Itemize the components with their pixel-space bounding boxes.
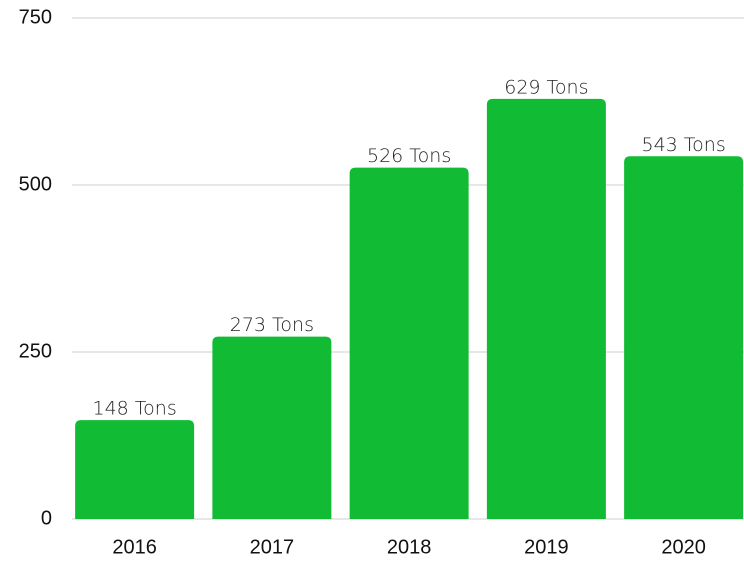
value-label: 148 Tons (93, 398, 177, 420)
bar (212, 336, 332, 519)
value-label: 543 Tons (642, 134, 726, 156)
x-tick-label: 2019 (524, 536, 569, 558)
x-tick-label: 2016 (112, 536, 157, 558)
bar (349, 167, 469, 519)
x-tick-label: 2017 (250, 536, 295, 558)
value-label: 526 Tons (367, 145, 451, 167)
bar (624, 156, 744, 519)
x-tick-label: 2020 (661, 536, 706, 558)
value-label: 273 Tons (230, 314, 314, 336)
value-label: 629 Tons (504, 76, 588, 98)
y-tick-label: 750 (19, 6, 52, 28)
y-tick-label: 500 (19, 173, 52, 195)
x-tick-label: 2018 (387, 536, 432, 558)
bar (486, 98, 606, 519)
y-tick-label: 250 (19, 340, 52, 362)
y-tick-label: 0 (41, 507, 52, 529)
bar (75, 420, 195, 519)
